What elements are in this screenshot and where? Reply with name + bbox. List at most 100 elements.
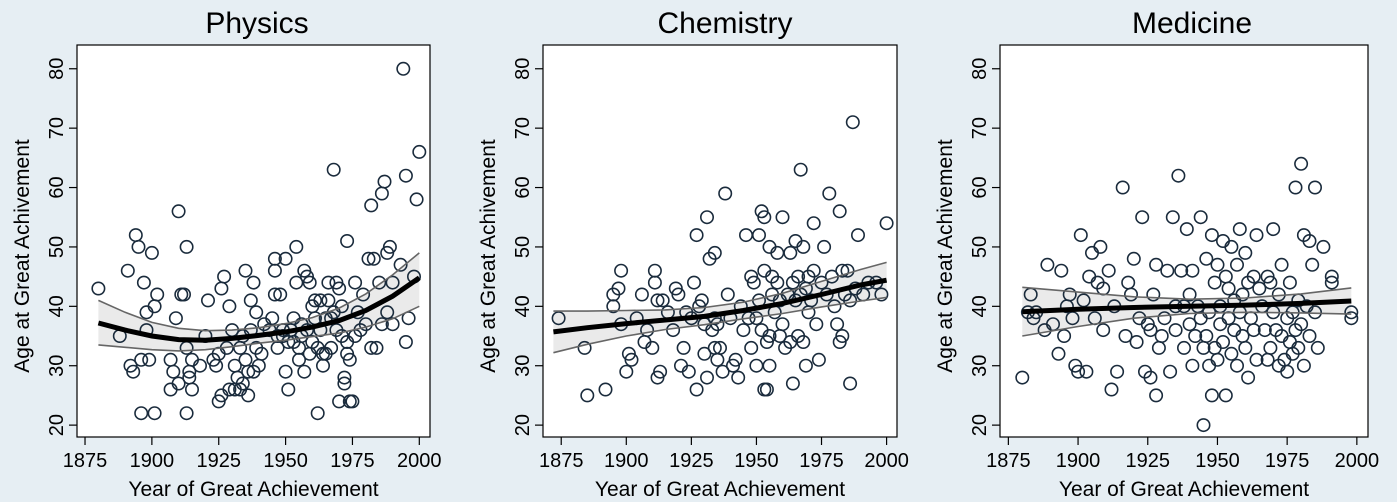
data-point bbox=[396, 61, 411, 76]
data-point bbox=[324, 340, 339, 355]
ci-upper-line bbox=[553, 261, 887, 312]
data-point bbox=[1224, 239, 1239, 254]
y-tick-label: 30 bbox=[46, 355, 68, 377]
panel-title: Chemistry bbox=[657, 7, 792, 40]
data-point bbox=[697, 346, 712, 361]
data-point bbox=[796, 334, 811, 349]
data-point bbox=[830, 317, 845, 332]
data-point bbox=[1291, 340, 1306, 355]
data-point bbox=[1129, 334, 1144, 349]
data-point bbox=[393, 257, 408, 272]
x-tick-label: 2000 bbox=[864, 450, 909, 472]
x-tick-label: 1925 bbox=[1126, 450, 1171, 472]
data-point bbox=[1101, 263, 1116, 278]
data-point bbox=[1104, 382, 1119, 397]
data-point bbox=[746, 275, 761, 290]
fit-line bbox=[97, 275, 421, 343]
data-point bbox=[1188, 328, 1203, 343]
data-point bbox=[835, 328, 850, 343]
data-point bbox=[1076, 293, 1091, 308]
data-point bbox=[1263, 340, 1278, 355]
data-point bbox=[1207, 275, 1222, 290]
x-tick-label: 1875 bbox=[63, 450, 108, 472]
data-point bbox=[177, 287, 192, 302]
data-point bbox=[144, 245, 159, 260]
data-point bbox=[650, 293, 665, 308]
data-point bbox=[785, 376, 800, 391]
data-point bbox=[126, 364, 141, 379]
data-point bbox=[1274, 257, 1289, 272]
data-point bbox=[1118, 328, 1133, 343]
data-point bbox=[222, 299, 237, 314]
data-point bbox=[624, 352, 639, 367]
data-point bbox=[166, 364, 181, 379]
panel-title: Medicine bbox=[1132, 7, 1252, 40]
data-point bbox=[796, 239, 811, 254]
data-point bbox=[1282, 275, 1297, 290]
data-point bbox=[634, 287, 649, 302]
data-point bbox=[1196, 418, 1211, 433]
data-point bbox=[1246, 269, 1261, 284]
data-point bbox=[332, 394, 347, 409]
data-point bbox=[337, 370, 352, 385]
data-point bbox=[832, 204, 847, 219]
data-point bbox=[1252, 281, 1267, 296]
data-point bbox=[843, 293, 858, 308]
data-point bbox=[332, 281, 347, 296]
data-point bbox=[1124, 287, 1139, 302]
data-point bbox=[1305, 257, 1320, 272]
y-axis-title: Age at Great Achivement bbox=[477, 139, 500, 373]
data-point bbox=[1230, 257, 1245, 272]
data-point bbox=[254, 346, 269, 361]
data-point bbox=[136, 275, 151, 290]
data-point bbox=[412, 144, 427, 159]
x-tick-label: 1900 bbox=[604, 450, 649, 472]
data-point bbox=[348, 275, 363, 290]
data-point bbox=[647, 275, 662, 290]
data-point bbox=[1224, 346, 1239, 361]
data-point bbox=[356, 287, 371, 302]
data-point bbox=[775, 210, 790, 225]
data-point bbox=[879, 216, 894, 231]
data-point bbox=[798, 358, 813, 373]
x-tick-label: 1950 bbox=[263, 450, 308, 472]
y-tick-label: 60 bbox=[46, 176, 68, 198]
data-point bbox=[699, 370, 714, 385]
data-point bbox=[689, 228, 704, 243]
data-point bbox=[762, 328, 777, 343]
plot-area bbox=[542, 44, 898, 438]
data-point bbox=[1135, 210, 1150, 225]
ci-upper-line bbox=[98, 252, 420, 332]
x-tick-label: 1925 bbox=[196, 450, 241, 472]
data-point bbox=[289, 239, 304, 254]
data-point bbox=[1218, 388, 1233, 403]
data-point bbox=[1143, 323, 1158, 338]
data-point bbox=[850, 228, 865, 243]
data-point bbox=[1182, 317, 1197, 332]
x-tick-label: 1900 bbox=[130, 450, 175, 472]
data-point bbox=[1310, 340, 1325, 355]
x-tick-label: 1875 bbox=[986, 450, 1031, 472]
data-point bbox=[193, 358, 208, 373]
x-tick-label: 1950 bbox=[734, 450, 779, 472]
data-point bbox=[171, 376, 186, 391]
data-point bbox=[1054, 263, 1069, 278]
data-point bbox=[1288, 180, 1303, 195]
data-point bbox=[1241, 370, 1256, 385]
ci-lower-line bbox=[1022, 311, 1352, 337]
y-tick-label: 50 bbox=[46, 236, 68, 258]
data-point bbox=[246, 275, 261, 290]
data-point bbox=[1149, 388, 1164, 403]
data-point bbox=[736, 323, 751, 338]
data-point bbox=[150, 287, 165, 302]
x-axis-title: Year of Great Achievement bbox=[1059, 478, 1309, 501]
data-point bbox=[775, 317, 790, 332]
data-point bbox=[1199, 251, 1214, 266]
data-point bbox=[1249, 228, 1264, 243]
x-axis-title: Year of Great Achievement bbox=[595, 478, 845, 501]
data-point bbox=[1110, 364, 1125, 379]
data-point bbox=[217, 269, 232, 284]
data-point bbox=[614, 263, 629, 278]
data-point bbox=[1160, 263, 1175, 278]
data-point bbox=[334, 299, 349, 314]
